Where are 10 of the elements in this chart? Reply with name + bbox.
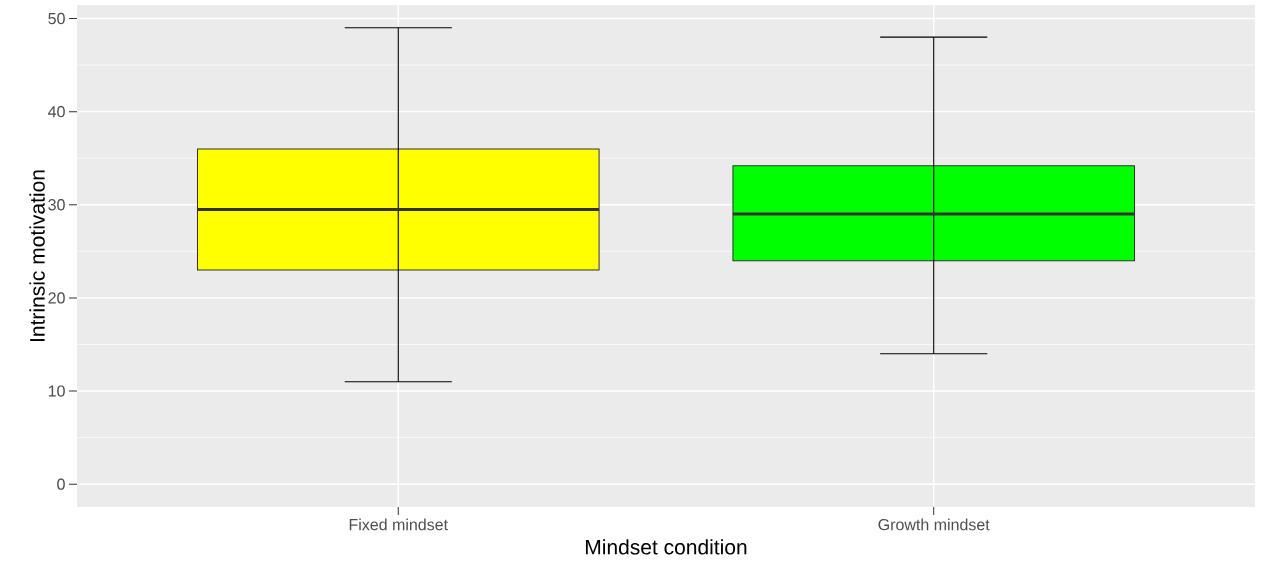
y-tick-label: 30: [48, 199, 65, 211]
y-tick-label: 50: [48, 12, 65, 25]
y-tick-label: 10: [48, 385, 65, 397]
x-tick-label: Fixed mindset: [349, 518, 448, 531]
y-tick-label: 40: [48, 105, 65, 118]
y-axis-title: Intrinsic motivation: [29, 170, 45, 341]
x-axis-title: Mindset condition: [586, 539, 747, 555]
y-tick-label: 0: [57, 478, 65, 490]
y-tick-label: 20: [48, 292, 65, 304]
x-tick-label: Growth mindset: [878, 518, 990, 531]
